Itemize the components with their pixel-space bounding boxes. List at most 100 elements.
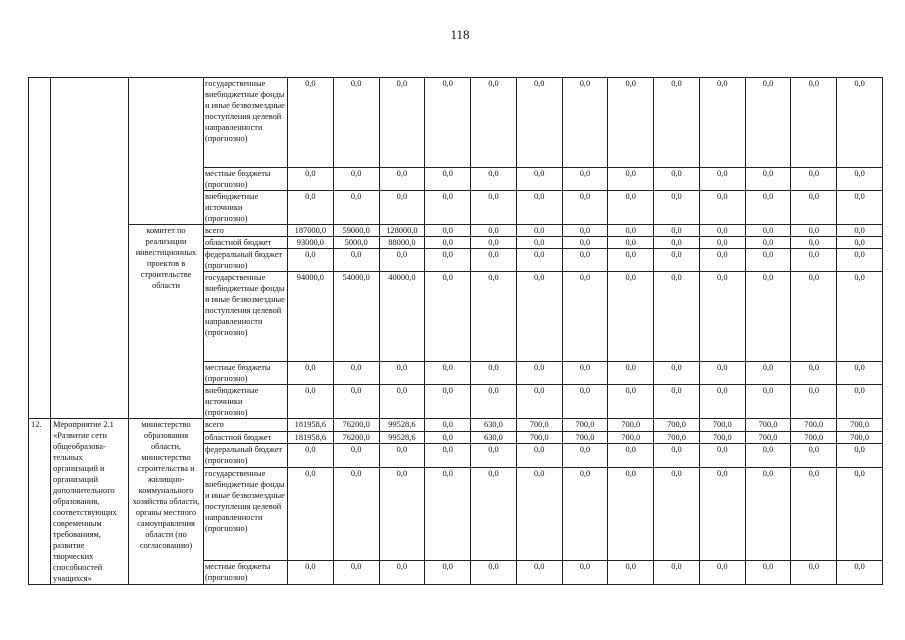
table-row: 12. Мероприятие 2.1 «Развитие сети общеоб…: [28, 418, 883, 585]
value-cell: 0,0: [836, 236, 883, 249]
value-cell: 0,0: [836, 271, 883, 362]
value-cell: 700,0: [790, 418, 838, 432]
value-cell: 0,0: [653, 190, 700, 225]
value-cell: 0,0: [653, 271, 700, 362]
value-cell: 99528,6: [378, 430, 426, 445]
value-cell: 0,0: [607, 224, 655, 237]
value-cell: 0,0: [332, 167, 380, 191]
value-cell: 0,0: [653, 467, 700, 561]
value-cell: 76200,0: [332, 418, 380, 432]
value-cell: 0,0: [607, 467, 655, 561]
value-cell: 0,0: [424, 559, 472, 586]
funding-source-cell: всего: [203, 418, 288, 432]
funding-source-cell: государственные внебюджетные фонды и ины…: [203, 467, 288, 561]
value-cell: 0,0: [287, 248, 334, 272]
value-cell: 0,0: [287, 443, 334, 469]
value-cell: 0,0: [744, 248, 792, 272]
value-cell: 0,0: [515, 361, 563, 385]
value-cell: 0,0: [470, 77, 517, 168]
value-cell: 0,0: [790, 248, 838, 272]
value-cell: 0,0: [515, 190, 563, 225]
value-cell: 0,0: [424, 430, 472, 445]
funding-source-cell: внебюджетные источники (прогнозно): [203, 190, 288, 225]
value-cell: 0,0: [607, 77, 655, 168]
value-cell: 0,0: [287, 467, 334, 561]
value-cell: 0,0: [287, 190, 334, 225]
value-cell: 0,0: [607, 384, 655, 419]
value-cell: 93000,0: [287, 236, 334, 249]
value-cell: 0,0: [424, 443, 472, 469]
value-cell: 0,0: [561, 236, 609, 249]
value-cell: 0,0: [836, 361, 883, 385]
value-cell: 0,0: [515, 467, 563, 561]
value-cell: 0,0: [424, 418, 472, 432]
value-cell: 0,0: [424, 271, 472, 362]
value-cell: 0,0: [607, 271, 655, 362]
value-cell: 0,0: [698, 248, 746, 272]
value-cell: 0,0: [607, 236, 655, 249]
value-cell: 0,0: [470, 271, 517, 362]
value-cell: 0,0: [424, 361, 472, 385]
value-cell: 0,0: [653, 443, 700, 469]
value-cell: 0,0: [790, 167, 838, 191]
value-cell: 0,0: [698, 384, 746, 419]
value-cell: 700,0: [653, 418, 700, 432]
value-cell: 630,0: [470, 430, 517, 445]
executor-cell: [128, 77, 204, 225]
value-cell: 0,0: [744, 224, 792, 237]
table-row: комитет по реализации инвестиционных про…: [29, 224, 883, 419]
value-cell: 0,0: [515, 224, 563, 237]
value-cell: 700,0: [515, 418, 563, 432]
value-cell: 0,0: [653, 559, 700, 586]
value-cell: 0,0: [424, 248, 472, 272]
value-cell: 0,0: [561, 77, 609, 168]
value-cell: 5000,0: [332, 236, 380, 249]
value-cell: 0,0: [561, 167, 609, 191]
value-cell: 0,0: [744, 559, 792, 586]
value-cell: 0,0: [287, 167, 334, 191]
table-row: государственные внебюджетные фонды и ины…: [29, 271, 883, 362]
value-cell: 0,0: [424, 384, 472, 419]
value-cell: 128000,0: [378, 224, 426, 237]
value-cell: 0,0: [515, 384, 563, 419]
row-number-cell: 12.: [28, 418, 51, 585]
value-cell: 0,0: [836, 467, 883, 561]
value-cell: 0,0: [698, 224, 746, 237]
value-cell: 0,0: [836, 224, 883, 237]
value-cell: 0,0: [515, 77, 563, 168]
value-cell: 0,0: [332, 384, 380, 419]
value-cell: 700,0: [561, 418, 609, 432]
value-cell: 0,0: [515, 236, 563, 249]
value-cell: 0,0: [653, 224, 700, 237]
event-name-cell: [50, 77, 129, 419]
value-cell: 99528,6: [378, 418, 426, 432]
value-cell: 0,0: [744, 167, 792, 191]
value-cell: 181958,6: [287, 418, 334, 432]
value-cell: 0,0: [607, 167, 655, 191]
table-row: федеральный бюджет (прогнозно) 0,0 0,0 0,0 0…: [29, 443, 883, 469]
value-cell: 0,0: [836, 443, 883, 469]
value-cell: 0,0: [561, 190, 609, 225]
row-number-cell: [28, 77, 51, 419]
value-cell: 0,0: [653, 384, 700, 419]
executor-cell: комитет по реализации инвестиционных про…: [128, 224, 204, 419]
value-cell: 76200,0: [332, 430, 380, 445]
value-cell: 0,0: [653, 77, 700, 168]
funding-source-cell: государственные внебюджетные фонды и ины…: [203, 271, 288, 362]
funding-source-cell: местные бюджеты (прогнозно): [203, 559, 288, 586]
table-row: областной бюджет 181958,6 76200,0 99528,6 0,…: [29, 430, 883, 445]
value-cell: 0,0: [790, 384, 838, 419]
value-cell: 0,0: [698, 361, 746, 385]
value-cell: 0,0: [744, 361, 792, 385]
value-cell: 0,0: [424, 77, 472, 168]
value-cell: 0,0: [744, 443, 792, 469]
value-cell: 0,0: [424, 190, 472, 225]
value-cell: 0,0: [836, 167, 883, 191]
value-cell: 0,0: [515, 248, 563, 272]
value-cell: 0,0: [378, 559, 426, 586]
value-cell: 0,0: [561, 443, 609, 469]
value-cell: 187000,0: [287, 224, 334, 237]
value-cell: 0,0: [424, 167, 472, 191]
value-cell: 700,0: [607, 418, 655, 432]
value-cell: 0,0: [378, 77, 426, 168]
